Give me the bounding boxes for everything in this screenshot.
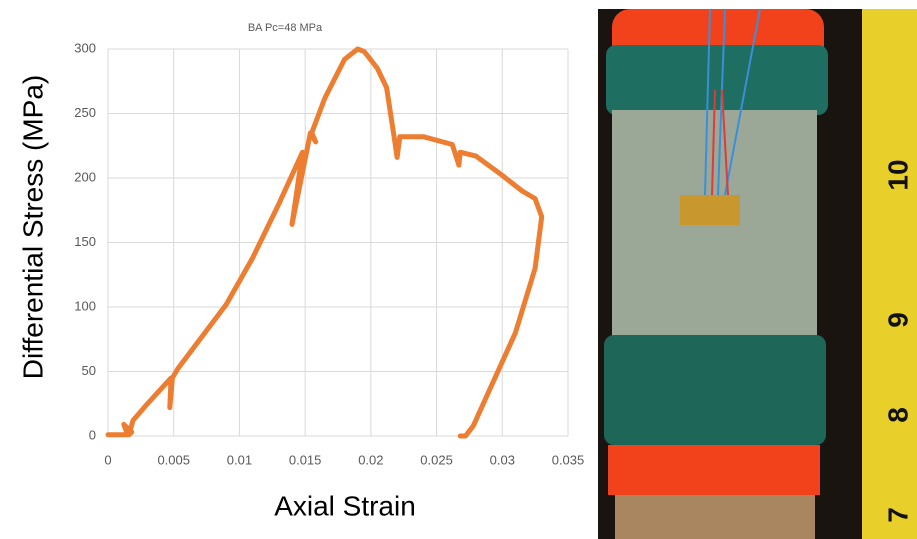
jacket-bottom (608, 445, 820, 495)
y-tick-label: 100 (74, 298, 96, 313)
x-tick-label: 0.02 (358, 452, 383, 467)
x-tick-label: 0.005 (157, 452, 190, 467)
y-tick-label: 150 (74, 234, 96, 249)
x-tick-label: 0.03 (490, 452, 515, 467)
x-tick-label: 0.01 (227, 452, 252, 467)
specimen-photo (598, 9, 917, 539)
page: {"chart_data": {"type": "line", "title":… (0, 0, 917, 539)
x-tick-label: 0.015 (289, 452, 322, 467)
tape-measure (862, 9, 917, 539)
y-tick-label: 50 (82, 363, 96, 378)
y-tick-label: 300 (74, 40, 96, 55)
band-bottom (604, 335, 826, 445)
band-top (606, 45, 828, 115)
x-tick-label: 0.035 (552, 452, 585, 467)
x-axis-label: Axial Strain (274, 490, 416, 521)
tape-number: 10 (882, 159, 913, 190)
tape-number: 8 (882, 407, 913, 423)
end-cap (615, 495, 815, 539)
y-tick-label: 0 (89, 427, 96, 442)
y-tick-label: 200 (74, 169, 96, 184)
x-tick-label: 0.025 (420, 452, 453, 467)
chart-title: BA Pc=48 MPa (248, 22, 323, 34)
x-tick-label: 0 (104, 452, 111, 467)
y-tick-label: 250 (74, 105, 96, 120)
y-axis-label: Differential Stress (MPa) (17, 75, 48, 379)
strain-gauge (680, 195, 740, 225)
tape-number: 9 (882, 312, 913, 328)
figure: BA Pc=48 MPa Differential Stress (MPa) A… (0, 0, 917, 539)
tape-number: 7 (882, 507, 913, 523)
